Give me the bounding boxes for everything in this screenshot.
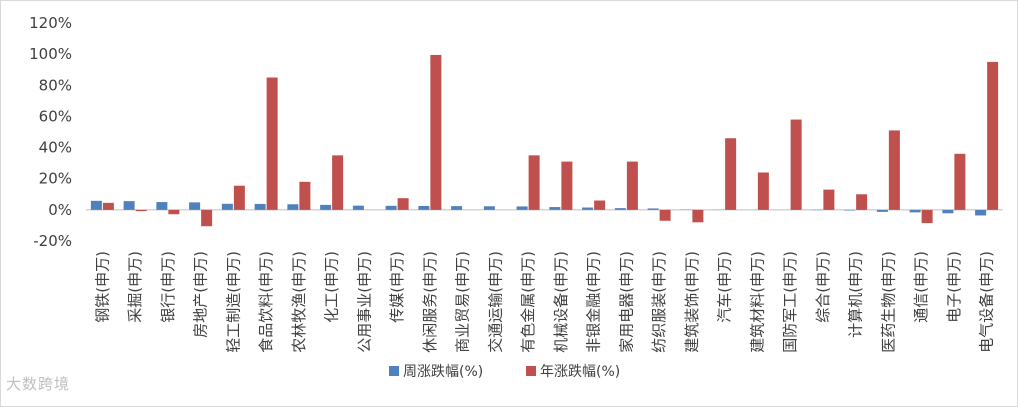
x-category-label: 公用事业(申万) xyxy=(355,251,373,353)
bar-yearly xyxy=(888,130,900,210)
bar-yearly xyxy=(266,77,278,210)
bar-yearly xyxy=(397,198,409,210)
bar-yearly xyxy=(102,202,114,210)
bar-weekly xyxy=(385,205,397,210)
x-category-label: 电气设备(申万) xyxy=(978,251,996,353)
bar-yearly xyxy=(921,209,933,224)
bar-yearly xyxy=(430,54,442,210)
legend-swatch xyxy=(389,366,399,376)
y-tick-label: 100% xyxy=(29,45,72,63)
y-tick-label: 40% xyxy=(39,139,72,157)
x-category-label: 家用电器(申万) xyxy=(617,251,635,353)
x-category-label: 计算机(申万) xyxy=(847,251,865,338)
bar-yearly xyxy=(659,209,671,221)
bar-yearly xyxy=(233,185,245,210)
bar-weekly xyxy=(844,209,856,211)
x-category-label: 休闲服务(申万) xyxy=(421,251,439,353)
x-category-label: 电子(申万) xyxy=(945,251,963,323)
x-category-label: 有色金属(申万) xyxy=(519,251,537,353)
legend-swatch xyxy=(526,366,536,376)
bar-weekly xyxy=(909,209,921,213)
x-category-label: 农林牧渔(申万) xyxy=(290,251,308,353)
bar-yearly xyxy=(725,138,737,210)
y-tick-label: 120% xyxy=(29,14,72,32)
bar-weekly xyxy=(418,205,430,210)
bar-yearly xyxy=(332,155,344,210)
bar-weekly xyxy=(647,208,659,210)
x-category-label: 综合(申万) xyxy=(814,251,832,323)
x-category-label: 交通运输(申万) xyxy=(486,251,504,353)
x-category-label: 通信(申万) xyxy=(912,251,930,323)
bar-weekly xyxy=(123,201,135,210)
bar-yearly xyxy=(299,181,311,210)
bar-weekly xyxy=(451,206,463,210)
bar-yearly xyxy=(757,172,769,210)
bar-yearly xyxy=(790,119,802,210)
x-category-label: 汽车(申万) xyxy=(716,251,734,323)
x-category-label: 建筑材料(申万) xyxy=(748,251,766,353)
x-category-label: 建筑装饰(申万) xyxy=(683,251,701,353)
x-category-label: 房地产(申万) xyxy=(192,251,210,338)
bar-weekly xyxy=(287,204,299,210)
bar-yearly xyxy=(528,155,540,210)
watermark-logo: 大数跨境 xyxy=(6,375,71,393)
bar-weekly xyxy=(156,202,168,210)
bar-yearly xyxy=(626,161,638,210)
bar-weekly xyxy=(582,207,594,210)
x-category-label: 机械设备(申万) xyxy=(552,251,570,353)
x-category-label: 医药生物(申万) xyxy=(879,251,897,353)
bar-yearly xyxy=(135,209,147,212)
bar-yearly xyxy=(594,200,606,210)
x-category-label: 钢铁(申万) xyxy=(93,251,111,323)
x-category-label: 轻工制造(申万) xyxy=(224,251,242,353)
bar-yearly xyxy=(954,153,966,210)
legend-label: 周涨跌幅(%) xyxy=(403,364,483,380)
x-category-label: 采掘(申万) xyxy=(126,251,144,323)
y-tick-label: -20% xyxy=(33,232,72,250)
legend-label: 年涨跌幅(%) xyxy=(540,364,620,380)
bar-yearly xyxy=(987,61,999,210)
bar-weekly xyxy=(189,202,201,210)
bar-yearly xyxy=(201,209,213,227)
bar-weekly xyxy=(975,209,987,216)
y-tick-label: 0% xyxy=(48,201,72,219)
bar-weekly xyxy=(320,204,332,210)
bar-yearly xyxy=(823,189,835,210)
y-tick-label: 20% xyxy=(39,170,72,188)
x-category-label: 银行(申万) xyxy=(159,251,177,323)
x-category-label: 传媒(申万) xyxy=(388,251,406,323)
bar-weekly xyxy=(942,209,954,214)
bar-weekly xyxy=(352,205,364,210)
bar-weekly xyxy=(876,209,888,212)
bar-weekly xyxy=(614,208,626,210)
bar-weekly xyxy=(90,200,102,210)
bar-yearly xyxy=(561,161,573,210)
bar-weekly xyxy=(221,203,233,210)
x-category-label: 国防军工(申万) xyxy=(781,251,799,353)
x-category-label: 化工(申万) xyxy=(323,251,341,323)
x-category-label: 非银金融(申万) xyxy=(585,251,603,353)
bar-weekly xyxy=(483,206,495,210)
y-tick-label: 80% xyxy=(39,76,72,94)
x-category-label: 食品饮料(申万) xyxy=(257,251,275,353)
x-category-label: 纺织服装(申万) xyxy=(650,251,668,353)
bar-weekly xyxy=(516,206,528,210)
bar-weekly xyxy=(549,207,561,210)
x-category-label: 商业贸易(申万) xyxy=(454,251,472,353)
bar-weekly xyxy=(254,203,266,210)
bar-yearly xyxy=(856,194,868,210)
y-tick-label: 60% xyxy=(39,107,72,125)
bar-yearly xyxy=(168,209,180,215)
bar-yearly xyxy=(692,209,704,223)
